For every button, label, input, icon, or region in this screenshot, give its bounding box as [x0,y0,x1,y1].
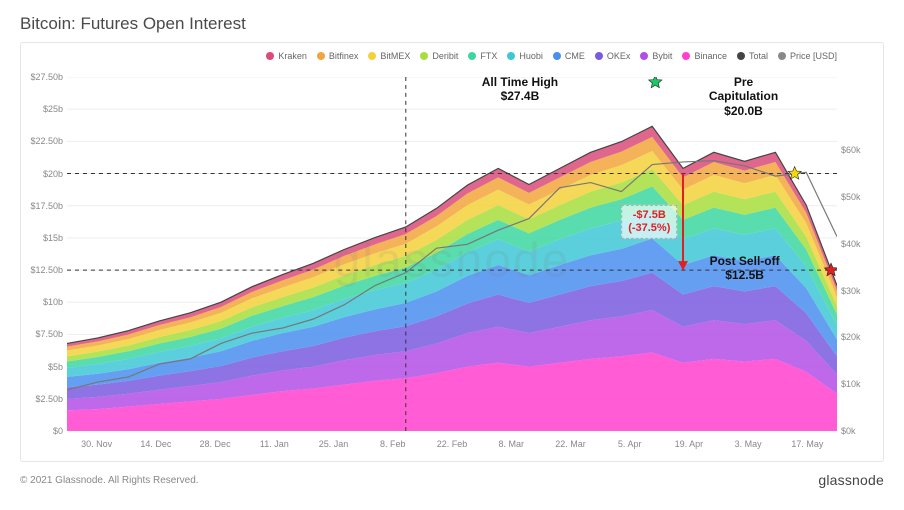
y-right-tick: $50k [841,192,881,202]
y-left-tick: $25b [23,104,63,114]
y-left-tick: $27.50b [23,72,63,82]
legend-swatch [778,52,786,60]
legend-label: CME [565,51,585,61]
x-tick: 30. Nov [81,439,112,449]
y-right-tick: $40k [841,239,881,249]
post-title: Post Sell-off [710,254,780,268]
legend-label: Kraken [278,51,307,61]
legend-item: OKEx [595,51,631,61]
post-value: $12.5B [710,268,780,282]
plot-area: glassnode All Time High $27.4B Pre Capit… [67,77,837,431]
legend-swatch [266,52,274,60]
y-left-tick: $0 [23,426,63,436]
legend-item: Total [737,51,768,61]
legend-item: CME [553,51,585,61]
legend-label: BitMEX [380,51,410,61]
y-right-tick: $0k [841,426,881,436]
legend-label: Price [USD] [790,51,837,61]
legend-item: Kraken [266,51,307,61]
legend-label: FTX [480,51,497,61]
legend-item: Binance [682,51,727,61]
y-right-tick: $10k [841,379,881,389]
x-tick: 19. Apr [675,439,704,449]
delta-value: -$7.5B [628,209,670,222]
y-left-tick: $22.50b [23,136,63,146]
annotation-post: Post Sell-off $12.5B [710,254,780,283]
y-right-tick: $20k [841,332,881,342]
y-axis-right: $0k$10k$20k$30k$40k$50k$60k [837,77,881,431]
legend: Kraken Bitfinex BitMEX Deribit FTX Huobi CME OK… [21,51,837,61]
legend-swatch [368,52,376,60]
x-tick: 25. Jan [319,439,349,449]
y-left-tick: $12.50b [23,265,63,275]
x-tick: 5. Apr [618,439,642,449]
legend-label: Bybit [652,51,672,61]
chart-card: Kraken Bitfinex BitMEX Deribit FTX Huobi CME OK… [20,42,884,462]
x-tick: 11. Jan [260,439,289,449]
precap-value: $20.0B [705,104,782,118]
x-tick: 22. Feb [437,439,468,449]
legend-item: Bybit [640,51,672,61]
x-tick: 14. Dec [140,439,171,449]
y-left-tick: $17.50b [23,201,63,211]
legend-label: Huobi [519,51,543,61]
ath-value: $27.4B [482,89,558,103]
legend-item: Price [USD] [778,51,837,61]
delta-pct: (-37.5%) [628,222,670,235]
legend-label: Total [749,51,768,61]
y-right-tick: $60k [841,145,881,155]
x-tick: 22. Mar [555,439,586,449]
y-left-tick: $20b [23,169,63,179]
precap-title: Pre Capitulation [705,75,782,104]
legend-item: Bitfinex [317,51,359,61]
y-left-tick: $10b [23,297,63,307]
ath-title: All Time High [482,75,558,89]
legend-swatch [595,52,603,60]
legend-swatch [737,52,745,60]
y-left-tick: $2.50b [23,394,63,404]
x-tick: 8. Feb [380,439,406,449]
y-left-tick: $5b [23,362,63,372]
copyright-text: © 2021 Glassnode. All Rights Reserved. [20,475,199,486]
x-axis: 30. Nov 14. Dec 28. Dec 11. Jan 25. Jan 8. Fe… [67,439,837,453]
x-tick: 17. May [791,439,823,449]
y-left-tick: $7.50b [23,329,63,339]
legend-swatch [640,52,648,60]
legend-label: Deribit [432,51,458,61]
legend-item: BitMEX [368,51,410,61]
legend-item: FTX [468,51,497,61]
annotation-delta: -$7.5B (-37.5%) [621,205,677,239]
legend-swatch [507,52,515,60]
legend-item: Huobi [507,51,543,61]
legend-label: Binance [694,51,727,61]
legend-swatch [468,52,476,60]
brand-logo: glassnode [818,472,884,488]
legend-swatch [317,52,325,60]
x-tick: 8. Mar [498,439,524,449]
chart-title: Bitcoin: Futures Open Interest [20,14,884,34]
y-axis-left: $0$2.50b$5b$7.50b$10b$12.50b$15b$17.50b$… [23,77,67,431]
x-tick: 3. May [735,439,762,449]
y-left-tick: $15b [23,233,63,243]
annotation-precap: Pre Capitulation $20.0B [705,75,782,118]
legend-label: Bitfinex [329,51,359,61]
y-right-tick: $30k [841,286,881,296]
legend-swatch [682,52,690,60]
legend-swatch [553,52,561,60]
annotation-ath: All Time High $27.4B [482,75,558,104]
legend-item: Deribit [420,51,458,61]
legend-label: OKEx [607,51,631,61]
x-tick: 28. Dec [200,439,231,449]
legend-swatch [420,52,428,60]
